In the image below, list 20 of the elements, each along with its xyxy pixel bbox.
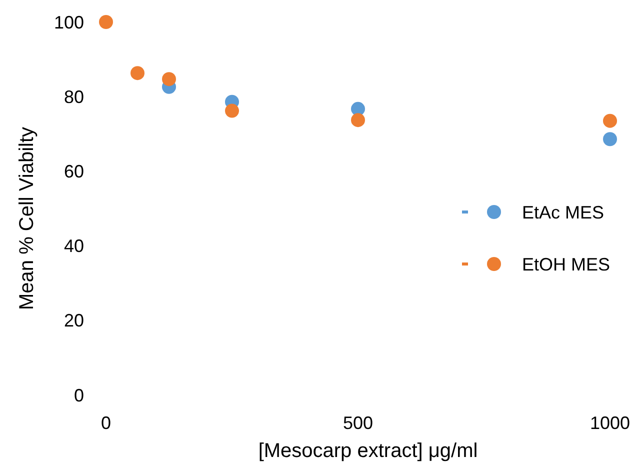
y-tick-label: 20 bbox=[64, 310, 84, 331]
point bbox=[99, 15, 113, 29]
y-tick-label: 0 bbox=[74, 385, 84, 406]
legend-label: EtAc MES bbox=[522, 202, 604, 222]
point bbox=[603, 114, 617, 128]
x-axis-title: [Mesocarp extract] μg/ml bbox=[258, 440, 478, 462]
point bbox=[603, 132, 617, 146]
legend-label: EtOH MES bbox=[522, 254, 610, 274]
point bbox=[130, 66, 144, 80]
x-tick-label: 500 bbox=[342, 413, 374, 433]
y-tick-label: 100 bbox=[54, 12, 84, 32]
x-tick-label: 1000 bbox=[590, 413, 630, 433]
point bbox=[225, 104, 239, 118]
point bbox=[351, 113, 365, 128]
point bbox=[162, 72, 176, 86]
y-axis-title: Mean % Cell Viabilty bbox=[16, 126, 38, 310]
x-tick-label: 0 bbox=[100, 413, 112, 433]
y-tick-label: 40 bbox=[64, 236, 84, 256]
y-tick-label: 80 bbox=[64, 86, 84, 107]
y-tick-label: 60 bbox=[64, 162, 84, 182]
